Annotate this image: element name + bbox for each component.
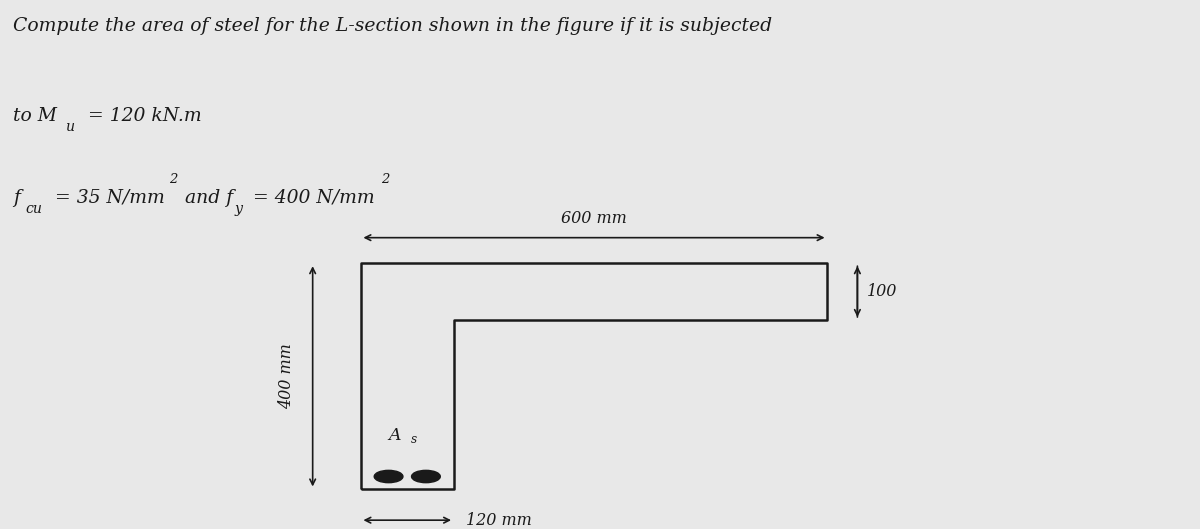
Text: cu: cu [25,202,42,216]
Text: 2: 2 [380,174,389,186]
Text: f: f [13,189,20,207]
Text: 600 mm: 600 mm [562,211,626,227]
Text: to M: to M [13,107,58,125]
Text: Compute the area of steel for the L-section shown in the figure if it is subject: Compute the area of steel for the L-sect… [13,17,773,35]
Circle shape [374,470,403,482]
Text: = 120 kN.m: = 120 kN.m [82,107,202,125]
Text: 400 mm: 400 mm [277,343,295,409]
Text: 120 mm: 120 mm [466,512,532,528]
Circle shape [412,470,440,482]
Text: u: u [65,120,74,133]
Text: = 400 N/mm: = 400 N/mm [247,189,374,207]
Text: and f: and f [179,189,233,207]
Text: 2: 2 [169,174,178,186]
Text: A: A [389,426,401,443]
Text: = 35 N/mm: = 35 N/mm [49,189,166,207]
Text: y: y [235,202,242,216]
Text: s: s [410,433,416,446]
Text: 100: 100 [866,283,898,300]
